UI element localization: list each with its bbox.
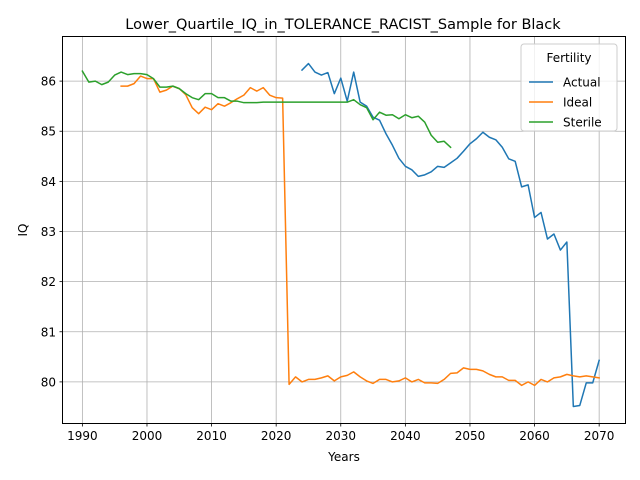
y-tick-label: 85 xyxy=(41,125,56,139)
chart-title: Lower_Quartile_IQ_in_TOLERANCE_RACIST_Sa… xyxy=(125,17,561,33)
x-tick-label: 2070 xyxy=(584,429,615,443)
series-line-sterile xyxy=(81,70,452,149)
series-line-actual xyxy=(300,62,601,408)
y-tick-label: 86 xyxy=(41,75,56,89)
legend-label-ideal: Ideal xyxy=(563,96,592,110)
legend-title: Fertility xyxy=(546,51,591,65)
x-axis: 1990 2000 2010 2020 2030 2040 2050 2060 2070 xyxy=(67,423,614,443)
x-tick-label: 2010 xyxy=(196,429,227,443)
y-axis-label: IQ xyxy=(16,224,30,237)
x-tick-label: 2000 xyxy=(132,429,163,443)
y-tick-label: 82 xyxy=(41,275,56,289)
y-tick-label: 84 xyxy=(41,175,56,189)
x-tick-label: 2050 xyxy=(455,429,486,443)
legend-label-actual: Actual xyxy=(563,76,601,90)
x-tick-label: 1990 xyxy=(67,429,98,443)
x-tick-label: 2020 xyxy=(261,429,292,443)
x-axis-label: Years xyxy=(327,450,360,464)
plot-frame xyxy=(62,36,626,424)
x-tick-label: 2040 xyxy=(390,429,421,443)
y-tick-label: 83 xyxy=(41,225,56,239)
y-tick-label: 81 xyxy=(41,325,56,339)
y-axis: 80 81 82 83 84 85 86 xyxy=(41,75,63,389)
x-tick-label: 2030 xyxy=(325,429,356,443)
series-layer xyxy=(81,62,601,408)
legend-label-sterile: Sterile xyxy=(563,116,602,130)
y-tick-label: 80 xyxy=(41,375,56,389)
legend: Fertility Actual Ideal Sterile xyxy=(520,43,618,132)
x-tick-label: 2060 xyxy=(519,429,550,443)
legend-box xyxy=(520,43,618,132)
series-line-ideal xyxy=(120,75,601,387)
legend-entries: Actual Ideal Sterile xyxy=(529,76,602,130)
